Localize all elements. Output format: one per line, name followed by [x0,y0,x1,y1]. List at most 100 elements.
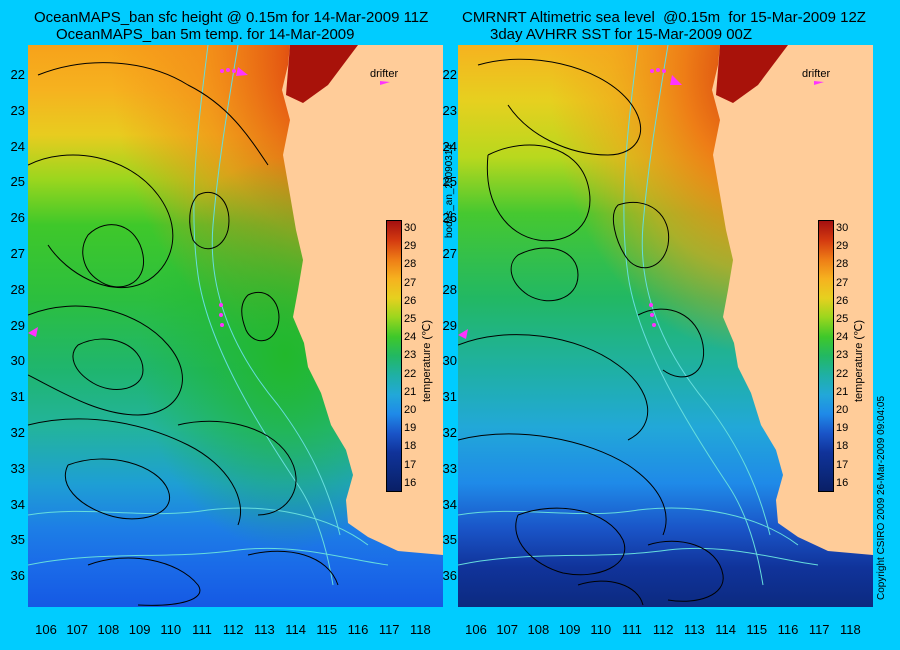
left-y-tick-label: 32 [10,425,25,440]
right-y-tick-label: 26 [442,210,457,226]
right-x-tick-label: 113 [684,622,705,637]
right-y-tick-label: 25 [442,174,457,190]
left-title-line2: OceanMAPS_ban 5m temp. for 14-Mar-2009 [56,26,355,43]
right-y-tick-label: 35 [442,532,457,548]
right-colorbar-tick-label: 25 [836,313,849,325]
left-x-tick-label: 108 [97,622,120,637]
left-colorbar [386,220,402,492]
right-y-tick-label: 36 [442,568,457,584]
left-contours [28,62,339,606]
right-hot-coast [716,45,788,103]
run-id-text: bodas_an_20090314 [444,144,455,238]
left-colorbar-tick-label: 26 [404,294,417,307]
right-y-tick-label: 31 [442,389,457,405]
left-x-tick-label: 116 [347,622,369,637]
left-x-tick-label: 115 [316,622,338,637]
left-y-tick-label: 27 [10,246,25,261]
left-land [282,45,443,555]
left-colorbar-title: temperature (℃) [421,319,433,402]
right-colorbar-tick-label: 21 [836,385,849,398]
right-x-tick-label: 118 [840,622,861,637]
left-colorbar-tick-label: 23 [404,349,417,362]
right-y-tick-label: 33 [442,460,457,476]
right-colorbar-tick-label: 16 [836,476,849,489]
left-colorbar-tick-label: 30 [404,222,417,234]
left-y-tick-label: 22 [10,67,25,82]
left-colorbar-tick-label: 21 [404,385,417,398]
left-x-tick-label: 106 [35,622,57,637]
left-y-tick-label: 34 [10,496,25,512]
left-colorbar-tick-label: 29 [404,240,417,253]
right-y-tick-label: 22 [442,67,457,82]
right-y-tick-label: 23 [442,102,457,118]
right-colorbar-tick-label: 28 [836,258,849,271]
right-x-tick-label: 111 [622,622,642,637]
left-x-tick-label: 112 [222,622,244,637]
left-map-svg [28,45,443,607]
right-x-tick-label: 115 [746,622,768,637]
right-y-tick-label: 29 [442,317,457,333]
right-title-line1: CMRNRT Altimetric sea level @0.15m for 1… [462,9,866,26]
right-colorbar-tick-label: 29 [836,240,849,253]
left-colorbar-tick-label: 16 [404,476,417,489]
left-x-tick-label: 107 [66,622,89,637]
left-colorbar-tick-label: 18 [404,440,417,453]
right-drifter-label: drifter [802,68,831,80]
right-y-tick-label: 27 [442,246,457,261]
copyright-text: Copyright CSIRO 2009 26-Mar-2009 09:04:0… [876,395,887,600]
left-x-tick-label: 111 [192,622,212,637]
left-colorbar-tick-label: 22 [404,367,417,380]
right-drifter-tracks [458,68,824,339]
right-y-tick-label: 34 [442,496,457,512]
right-x-tick-label: 108 [527,622,550,637]
left-y-tick-label: 30 [10,353,25,369]
left-y-tick-label: 31 [10,389,25,405]
right-colorbar-tick-label: 30 [836,222,849,234]
right-x-tick-label: 116 [777,622,799,637]
right-colorbar-tick-label: 22 [836,367,849,380]
right-colorbar-tick-label: 23 [836,349,849,362]
left-x-tick-label: 114 [285,622,306,637]
right-x-tick-label: 117 [808,622,830,637]
right-colorbar [818,220,834,492]
left-y-tick-label: 23 [10,102,25,118]
right-title-line2: 3day AVHRR SST for 15-Mar-2009 00Z [490,26,753,43]
right-x-tick-label: 109 [558,622,581,637]
left-hot-coast [286,45,358,103]
right-x-tick-label: 110 [590,622,612,637]
left-colorbar-tick-label: 17 [404,458,417,471]
left-x-tick-label: 117 [378,622,400,637]
right-colorbar-tick-label: 24 [836,331,849,344]
right-y-tick-label: 30 [442,353,457,369]
right-colorbar-title: temperature (℃) [853,319,865,402]
right-colorbar-tick-label: 27 [836,276,849,289]
left-drifter-tracks [28,67,390,337]
left-y-tick-label: 26 [10,210,25,226]
left-colorbar-tick-label: 25 [404,313,417,325]
left-drifter-label: drifter [370,68,399,80]
right-colorbar-tick-label: 20 [836,404,849,416]
right-y-tick-label: 28 [442,281,457,297]
right-map-svg [458,45,873,607]
right-map-panel [458,45,873,607]
left-x-tick-label: 118 [410,622,431,637]
left-colorbar-tick-label: 28 [404,258,417,271]
left-colorbar-tick-label: 24 [404,331,417,344]
left-x-tick-label: 109 [128,622,151,637]
right-colorbar-tick-label: 19 [836,422,849,435]
left-y-tick-label: 36 [10,568,25,584]
left-bathymetry [28,45,389,586]
left-x-tick-label: 110 [160,622,182,637]
left-y-tick-label: 33 [10,460,25,476]
right-x-tick-label: 114 [715,622,736,637]
right-contours [458,58,724,606]
left-y-tick-label: 25 [10,174,25,190]
right-colorbar-tick-label: 17 [836,458,849,471]
right-x-tick-label: 112 [652,622,674,637]
right-colorbar-tick-label: 18 [836,440,849,453]
right-y-tick-label: 32 [442,425,457,440]
left-colorbar-tick-label: 20 [404,404,417,416]
right-x-tick-label: 106 [465,622,487,637]
left-y-tick-label: 35 [10,532,25,548]
left-title-line1: OceanMAPS_ban sfc height @ 0.15m for 14-… [34,9,429,26]
